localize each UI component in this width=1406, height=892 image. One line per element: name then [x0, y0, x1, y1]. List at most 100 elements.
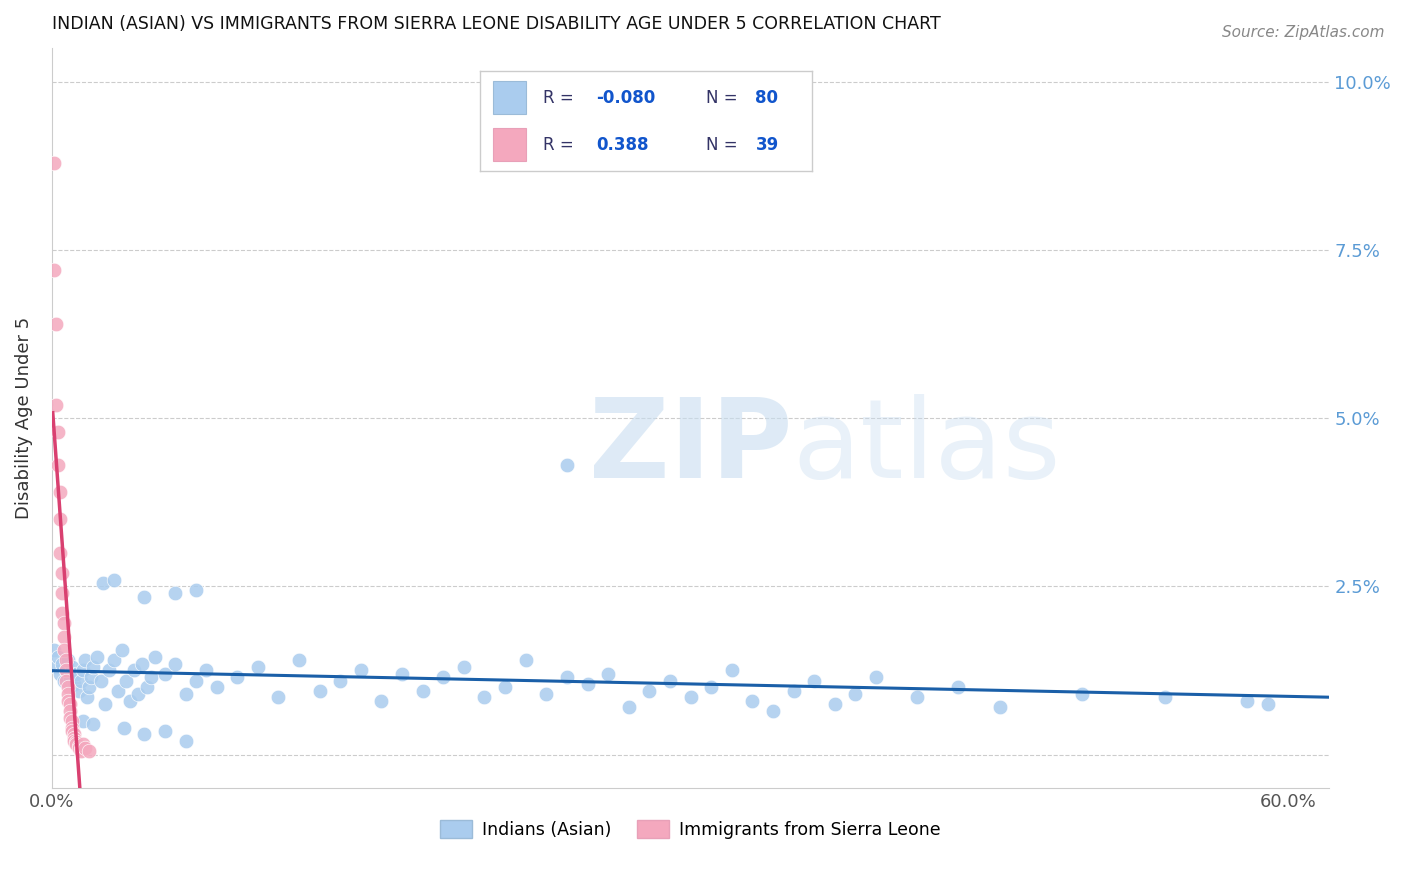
Point: [617, 700, 640, 714]
Point: [184, 582, 207, 597]
Point: [49, 546, 72, 560]
Point: [63, 731, 86, 745]
Point: [659, 673, 682, 688]
Point: [153, 666, 176, 681]
Point: [91, 576, 114, 591]
Point: [184, 673, 207, 688]
Point: [55, 653, 77, 667]
Point: [77, 681, 100, 695]
Point: [65, 738, 87, 752]
Point: [948, 681, 970, 695]
Point: [432, 670, 454, 684]
Text: INDIAN (ASIAN) VS IMMIGRANTS FROM SIERRA LEONE DISABILITY AGE UNDER 5 CORRELATIO: INDIAN (ASIAN) VS IMMIGRANTS FROM SIERRA…: [52, 15, 941, 33]
Point: [42, 263, 65, 277]
Point: [165, 657, 187, 671]
Point: [80, 670, 103, 684]
Point: [165, 586, 187, 600]
Point: [59, 710, 82, 724]
Point: [73, 653, 96, 667]
Point: [107, 683, 129, 698]
Point: [226, 670, 249, 684]
Point: [86, 650, 108, 665]
Point: [555, 458, 578, 473]
Point: [58, 681, 80, 695]
Point: [576, 677, 599, 691]
Point: [55, 664, 77, 678]
Point: [46, 425, 69, 439]
Point: [782, 683, 804, 698]
Point: [72, 664, 94, 678]
Point: [474, 690, 496, 705]
Point: [60, 714, 83, 728]
Point: [134, 727, 156, 741]
Point: [53, 630, 76, 644]
Y-axis label: Disability Age Under 5: Disability Age Under 5: [15, 318, 32, 519]
Point: [63, 734, 86, 748]
Point: [288, 653, 311, 667]
Point: [49, 512, 72, 526]
Point: [76, 690, 98, 705]
Point: [94, 697, 117, 711]
Point: [370, 694, 392, 708]
Point: [53, 673, 76, 688]
Point: [67, 740, 90, 755]
Point: [65, 735, 87, 749]
Point: [905, 690, 928, 705]
Point: [82, 660, 104, 674]
Point: [824, 697, 846, 711]
Point: [73, 740, 96, 755]
Point: [329, 673, 352, 688]
Point: [45, 398, 67, 412]
Point: [153, 724, 176, 739]
Point: [49, 666, 72, 681]
Point: [1236, 694, 1258, 708]
Point: [55, 664, 77, 678]
Point: [63, 727, 86, 741]
Point: [45, 317, 67, 331]
Point: [82, 717, 104, 731]
Point: [49, 485, 72, 500]
Point: [515, 653, 537, 667]
Point: [59, 704, 82, 718]
Point: [134, 590, 156, 604]
Point: [112, 721, 135, 735]
Point: [42, 155, 65, 169]
Point: [42, 643, 65, 657]
Point: [720, 664, 742, 678]
Point: [700, 681, 723, 695]
Point: [195, 664, 218, 678]
Point: [67, 739, 90, 754]
Point: [536, 687, 558, 701]
Point: [1071, 687, 1094, 701]
Point: [67, 683, 90, 698]
Point: [246, 660, 269, 674]
Point: [59, 670, 82, 684]
Point: [1153, 690, 1175, 705]
Point: [111, 643, 134, 657]
Text: ZIP: ZIP: [589, 394, 793, 501]
Point: [53, 616, 76, 631]
Point: [58, 694, 80, 708]
Point: [494, 681, 516, 695]
Point: [45, 660, 67, 674]
Point: [58, 687, 80, 701]
Point: [1257, 697, 1279, 711]
Point: [69, 742, 91, 756]
Point: [63, 677, 86, 691]
Point: [131, 657, 153, 671]
Point: [53, 643, 76, 657]
Point: [46, 458, 69, 473]
Point: [127, 687, 149, 701]
Point: [174, 734, 197, 748]
Point: [51, 607, 73, 621]
Point: [46, 650, 69, 665]
Point: [103, 653, 125, 667]
Point: [803, 673, 825, 688]
Point: [98, 664, 121, 678]
Legend: Indians (Asian), Immigrants from Sierra Leone: Indians (Asian), Immigrants from Sierra …: [433, 814, 948, 847]
Point: [65, 666, 87, 681]
Point: [51, 566, 73, 580]
Point: [350, 664, 373, 678]
Point: [598, 666, 620, 681]
Point: [143, 650, 166, 665]
